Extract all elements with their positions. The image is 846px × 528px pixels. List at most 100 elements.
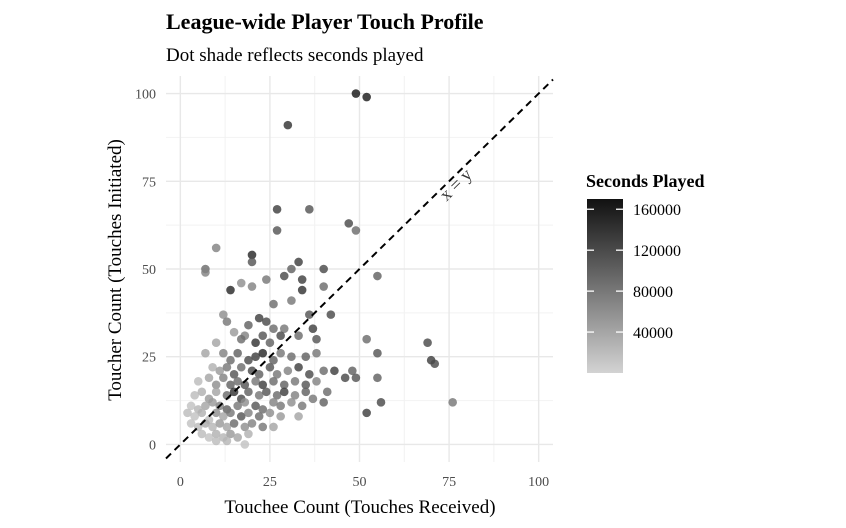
data-point xyxy=(269,398,278,407)
data-point xyxy=(362,334,371,344)
data-point xyxy=(269,376,278,386)
data-point xyxy=(265,362,275,372)
data-point xyxy=(279,324,289,333)
data-point xyxy=(340,373,350,383)
data-point xyxy=(254,412,264,421)
data-point xyxy=(265,408,275,418)
legend-break-label: 120000 xyxy=(633,243,681,260)
data-point xyxy=(254,391,264,400)
data-point xyxy=(219,310,228,319)
data-point xyxy=(233,433,242,442)
data-point xyxy=(322,387,332,397)
legend-ticks: 40000 80000 120000 160000 xyxy=(587,202,681,342)
data-point xyxy=(308,394,318,404)
data-point xyxy=(351,89,361,98)
chart-subtitle: Dot shade reflects seconds played xyxy=(166,45,424,66)
data-point xyxy=(211,387,221,397)
y-axis-ticks: 0 25 50 75 100 xyxy=(135,88,156,454)
data-point xyxy=(236,362,246,372)
data-point xyxy=(272,369,282,379)
data-point xyxy=(344,219,354,228)
legend-break-label: 160000 xyxy=(633,202,681,219)
data-point xyxy=(208,362,217,372)
data-point xyxy=(294,412,303,421)
data-point xyxy=(287,264,296,274)
data-point xyxy=(215,419,225,428)
data-point xyxy=(376,398,386,407)
data-point xyxy=(319,264,328,274)
data-point xyxy=(262,275,271,284)
data-point xyxy=(229,327,239,337)
data-point xyxy=(201,268,210,277)
data-point xyxy=(272,205,282,214)
data-point xyxy=(269,422,278,432)
data-point xyxy=(226,355,235,365)
data-point xyxy=(373,373,382,383)
data-point xyxy=(294,257,303,267)
data-point xyxy=(276,348,285,358)
data-point xyxy=(279,380,289,390)
legend-break-label: 80000 xyxy=(633,284,673,301)
data-point xyxy=(448,398,457,407)
data-point xyxy=(240,440,250,449)
data-point xyxy=(229,419,239,428)
y-axis-title: Toucher Count (Touches Initiated) xyxy=(105,139,126,401)
chart-title: League-wide Player Touch Profile xyxy=(166,9,484,34)
data-point xyxy=(254,313,264,323)
data-point xyxy=(351,373,361,383)
data-point xyxy=(258,405,268,414)
data-point xyxy=(211,429,221,439)
data-point xyxy=(251,376,260,386)
legend-color-bar xyxy=(587,199,623,373)
data-point xyxy=(229,369,239,379)
data-point xyxy=(201,401,210,411)
x-tick-label: 100 xyxy=(528,475,549,490)
data-point xyxy=(272,391,282,400)
data-point xyxy=(226,408,235,418)
data-point xyxy=(287,352,296,362)
data-point xyxy=(186,419,196,428)
x-tick-label: 0 xyxy=(177,475,184,490)
data-point xyxy=(244,320,253,330)
data-point xyxy=(258,331,268,340)
data-point xyxy=(197,387,207,397)
data-point xyxy=(244,387,253,397)
data-point xyxy=(244,408,253,418)
data-point xyxy=(236,278,246,288)
color-legend: Seconds Played 40000 80000 120000 160000 xyxy=(586,171,705,373)
data-point xyxy=(373,348,382,358)
data-point xyxy=(279,387,289,397)
data-point xyxy=(247,250,257,260)
data-point xyxy=(276,412,285,421)
data-point xyxy=(204,433,214,442)
data-point xyxy=(197,408,207,418)
data-point xyxy=(348,366,357,376)
data-point xyxy=(247,257,257,267)
data-point xyxy=(294,331,303,340)
data-point xyxy=(247,282,257,291)
data-point xyxy=(211,436,221,446)
data-point xyxy=(305,369,314,379)
data-point xyxy=(211,380,221,390)
data-point xyxy=(222,422,232,432)
data-point xyxy=(301,352,311,362)
data-point xyxy=(236,334,246,344)
data-point xyxy=(287,398,296,407)
data-point xyxy=(258,348,268,358)
x-tick-label: 25 xyxy=(263,475,277,490)
data-point xyxy=(269,299,278,309)
data-point xyxy=(208,398,217,407)
data-point xyxy=(226,429,235,439)
data-point xyxy=(222,436,232,446)
data-point xyxy=(319,398,328,407)
data-point xyxy=(283,120,293,130)
data-point xyxy=(204,373,214,383)
data-point xyxy=(240,422,250,432)
data-point xyxy=(219,373,228,383)
reference-line-x-equals-y xyxy=(165,78,554,460)
x-axis-title: Touchee Count (Touches Received) xyxy=(224,497,495,518)
y-tick-label: 50 xyxy=(142,263,156,278)
data-point xyxy=(319,366,328,376)
data-point xyxy=(219,412,228,421)
data-point xyxy=(222,362,232,372)
